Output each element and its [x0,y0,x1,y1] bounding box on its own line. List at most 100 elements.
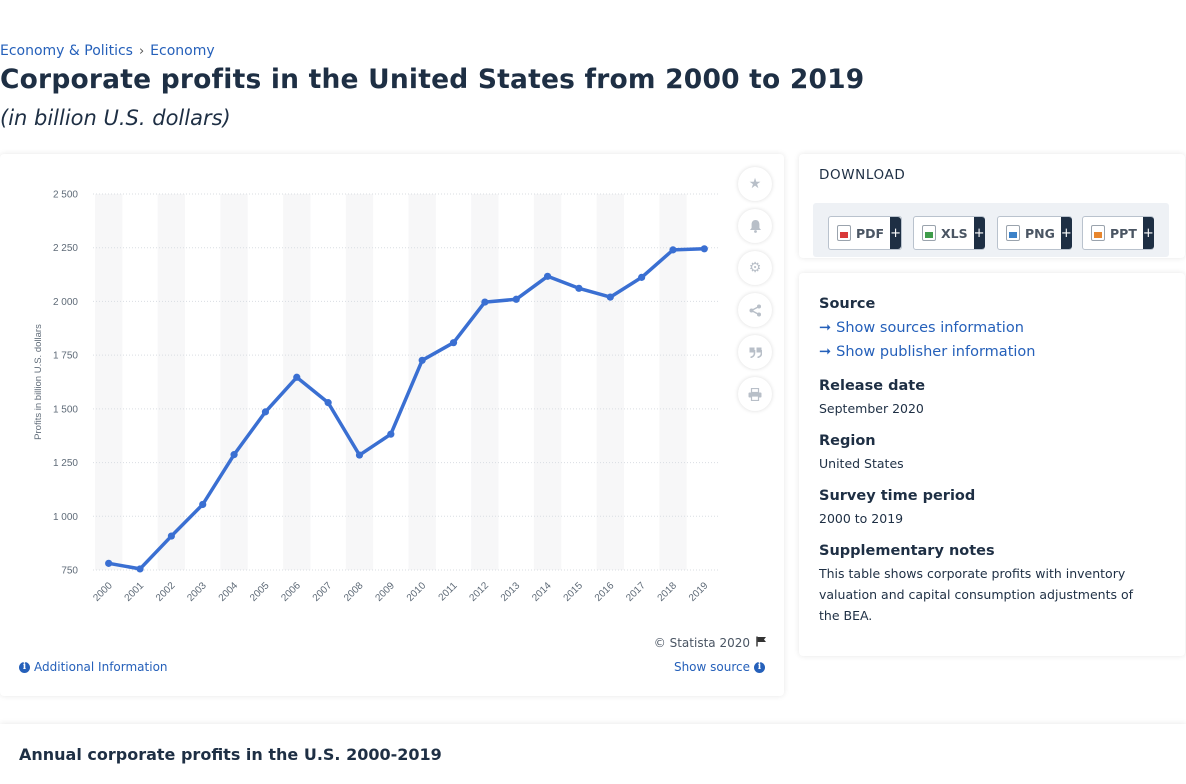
column-band [95,194,123,570]
data-point[interactable] [105,559,113,567]
data-point[interactable] [449,339,458,347]
x-tick-label: 2018 [656,580,680,604]
data-point[interactable] [543,272,552,280]
download-pdf-label: PDF [856,225,885,241]
download-title: DOWNLOAD [819,167,906,183]
png-file-icon [1006,225,1020,241]
x-tick-label: 2013 [499,580,523,604]
data-point[interactable] [700,245,708,253]
x-tick-label: 2016 [593,580,617,604]
x-tick-label: 2006 [279,580,303,604]
xls-file-icon [922,225,936,241]
release-date-value: September 2020 [819,401,924,416]
x-tick-label: 2015 [562,580,586,604]
download-png-label: PNG [1025,225,1055,241]
y-axis-label: Profits in billion U.S. dollars [33,324,44,440]
x-tick-label: 2003 [185,580,209,604]
source-label: Source [819,296,876,312]
info-icon: i [754,661,765,673]
download-ppt-main: PPT [1083,225,1143,241]
x-tick-label: 2005 [248,580,272,604]
plus-icon[interactable]: + [973,217,985,249]
breadcrumb-link-economy-politics[interactable]: Economy & Politics [0,43,133,59]
show-source-link[interactable]: Show source i [674,660,765,674]
breadcrumb: Economy & Politics › Economy [0,43,215,59]
data-point[interactable] [638,273,646,281]
y-tick-label: 1 000 [53,512,78,523]
show-sources-label: Show sources information [836,320,1024,336]
page-subtitle: (in billion U.S. dollars) [0,106,231,130]
breadcrumb-link-economy[interactable]: Economy [150,43,215,59]
survey-period-value: 2000 to 2019 [819,511,904,526]
release-date-label: Release date [819,378,926,394]
x-tick-label: 2004 [217,580,241,604]
share-icon[interactable] [738,293,772,327]
gear-icon[interactable]: ⚙ [738,251,772,285]
data-point[interactable] [575,284,583,292]
data-point[interactable] [355,451,364,459]
download-pdf-main: PDF [829,225,890,241]
data-point[interactable] [230,451,238,459]
download-xls-button[interactable]: XLS + [913,216,985,250]
column-band [157,194,186,570]
data-point[interactable] [669,246,677,254]
show-source-label: Show source [673,660,750,674]
x-tick-label: 2014 [530,580,554,604]
download-xls-label: XLS [941,225,968,241]
column-band [220,194,248,570]
show-publisher-link[interactable]: ➞ Show publisher information [819,344,1035,360]
copyright-text: © Statista 2020 [653,636,750,650]
star-icon[interactable]: ★ [738,167,772,201]
data-point[interactable] [387,430,395,438]
plus-icon[interactable]: + [1142,217,1154,249]
show-sources-link[interactable]: ➞ Show sources information [819,320,1024,336]
data-point[interactable] [512,295,520,303]
y-tick-label: 750 [61,566,78,577]
data-point[interactable] [261,408,270,416]
data-point[interactable] [293,373,301,381]
download-ppt-button[interactable]: PPT + [1082,216,1154,250]
statistic-info-card: Source ➞ Show sources information ➞ Show… [799,273,1185,656]
chart-copyright: © Statista 2020 [654,636,767,650]
x-tick-label: 2017 [624,580,648,604]
line-chart: 750 1 000 1 250 1 500 1 750 2 000 2 250 2 500 2… [33,190,720,604]
data-point[interactable] [324,399,332,407]
data-point[interactable] [418,356,426,364]
y-tick-label: 1 250 [53,458,78,469]
column-band [533,194,562,570]
y-tick-label: 2 000 [53,297,78,308]
plus-icon[interactable]: + [1060,217,1072,249]
y-tick-label: 1 750 [53,351,78,362]
column-band [596,194,624,570]
x-tick-label: 2007 [311,580,335,604]
quote-icon[interactable] [738,335,772,369]
download-pdf-button[interactable]: PDF + [828,216,902,250]
y-tick-label: 2 250 [53,243,78,254]
download-ppt-label: PPT [1110,225,1137,241]
y-tick-label: 1 500 [53,404,78,415]
download-card: DOWNLOAD PDF + XLS + PNG + [799,154,1185,258]
additional-information-label: Additional Information [34,660,168,674]
region-label: Region [819,433,876,449]
data-point[interactable] [199,500,207,509]
data-point[interactable] [136,565,144,573]
column-band [345,194,374,570]
x-tick-label: 2019 [687,580,711,604]
data-point[interactable] [481,298,489,306]
additional-information-link[interactable]: i Additional Information [19,660,168,674]
page-title: Corporate profits in the United States f… [0,64,865,95]
download-png-button[interactable]: PNG + [997,216,1072,250]
x-tick-label: 2012 [467,580,491,604]
chart-card: 750 1 000 1 250 1 500 1 750 2 000 2 250 2 500 2… [0,154,784,696]
flag-icon[interactable] [756,636,767,650]
show-publisher-label: Show publisher information [836,344,1036,360]
x-tick-label: 2000 [91,580,115,604]
column-band [471,194,499,570]
print-icon[interactable] [738,377,772,411]
data-point[interactable] [167,532,175,540]
data-point[interactable] [606,293,614,301]
bell-icon[interactable] [738,209,772,243]
plus-icon[interactable]: + [890,217,901,249]
download-xls-main: XLS [914,225,974,241]
x-tick-label: 2010 [405,580,429,604]
